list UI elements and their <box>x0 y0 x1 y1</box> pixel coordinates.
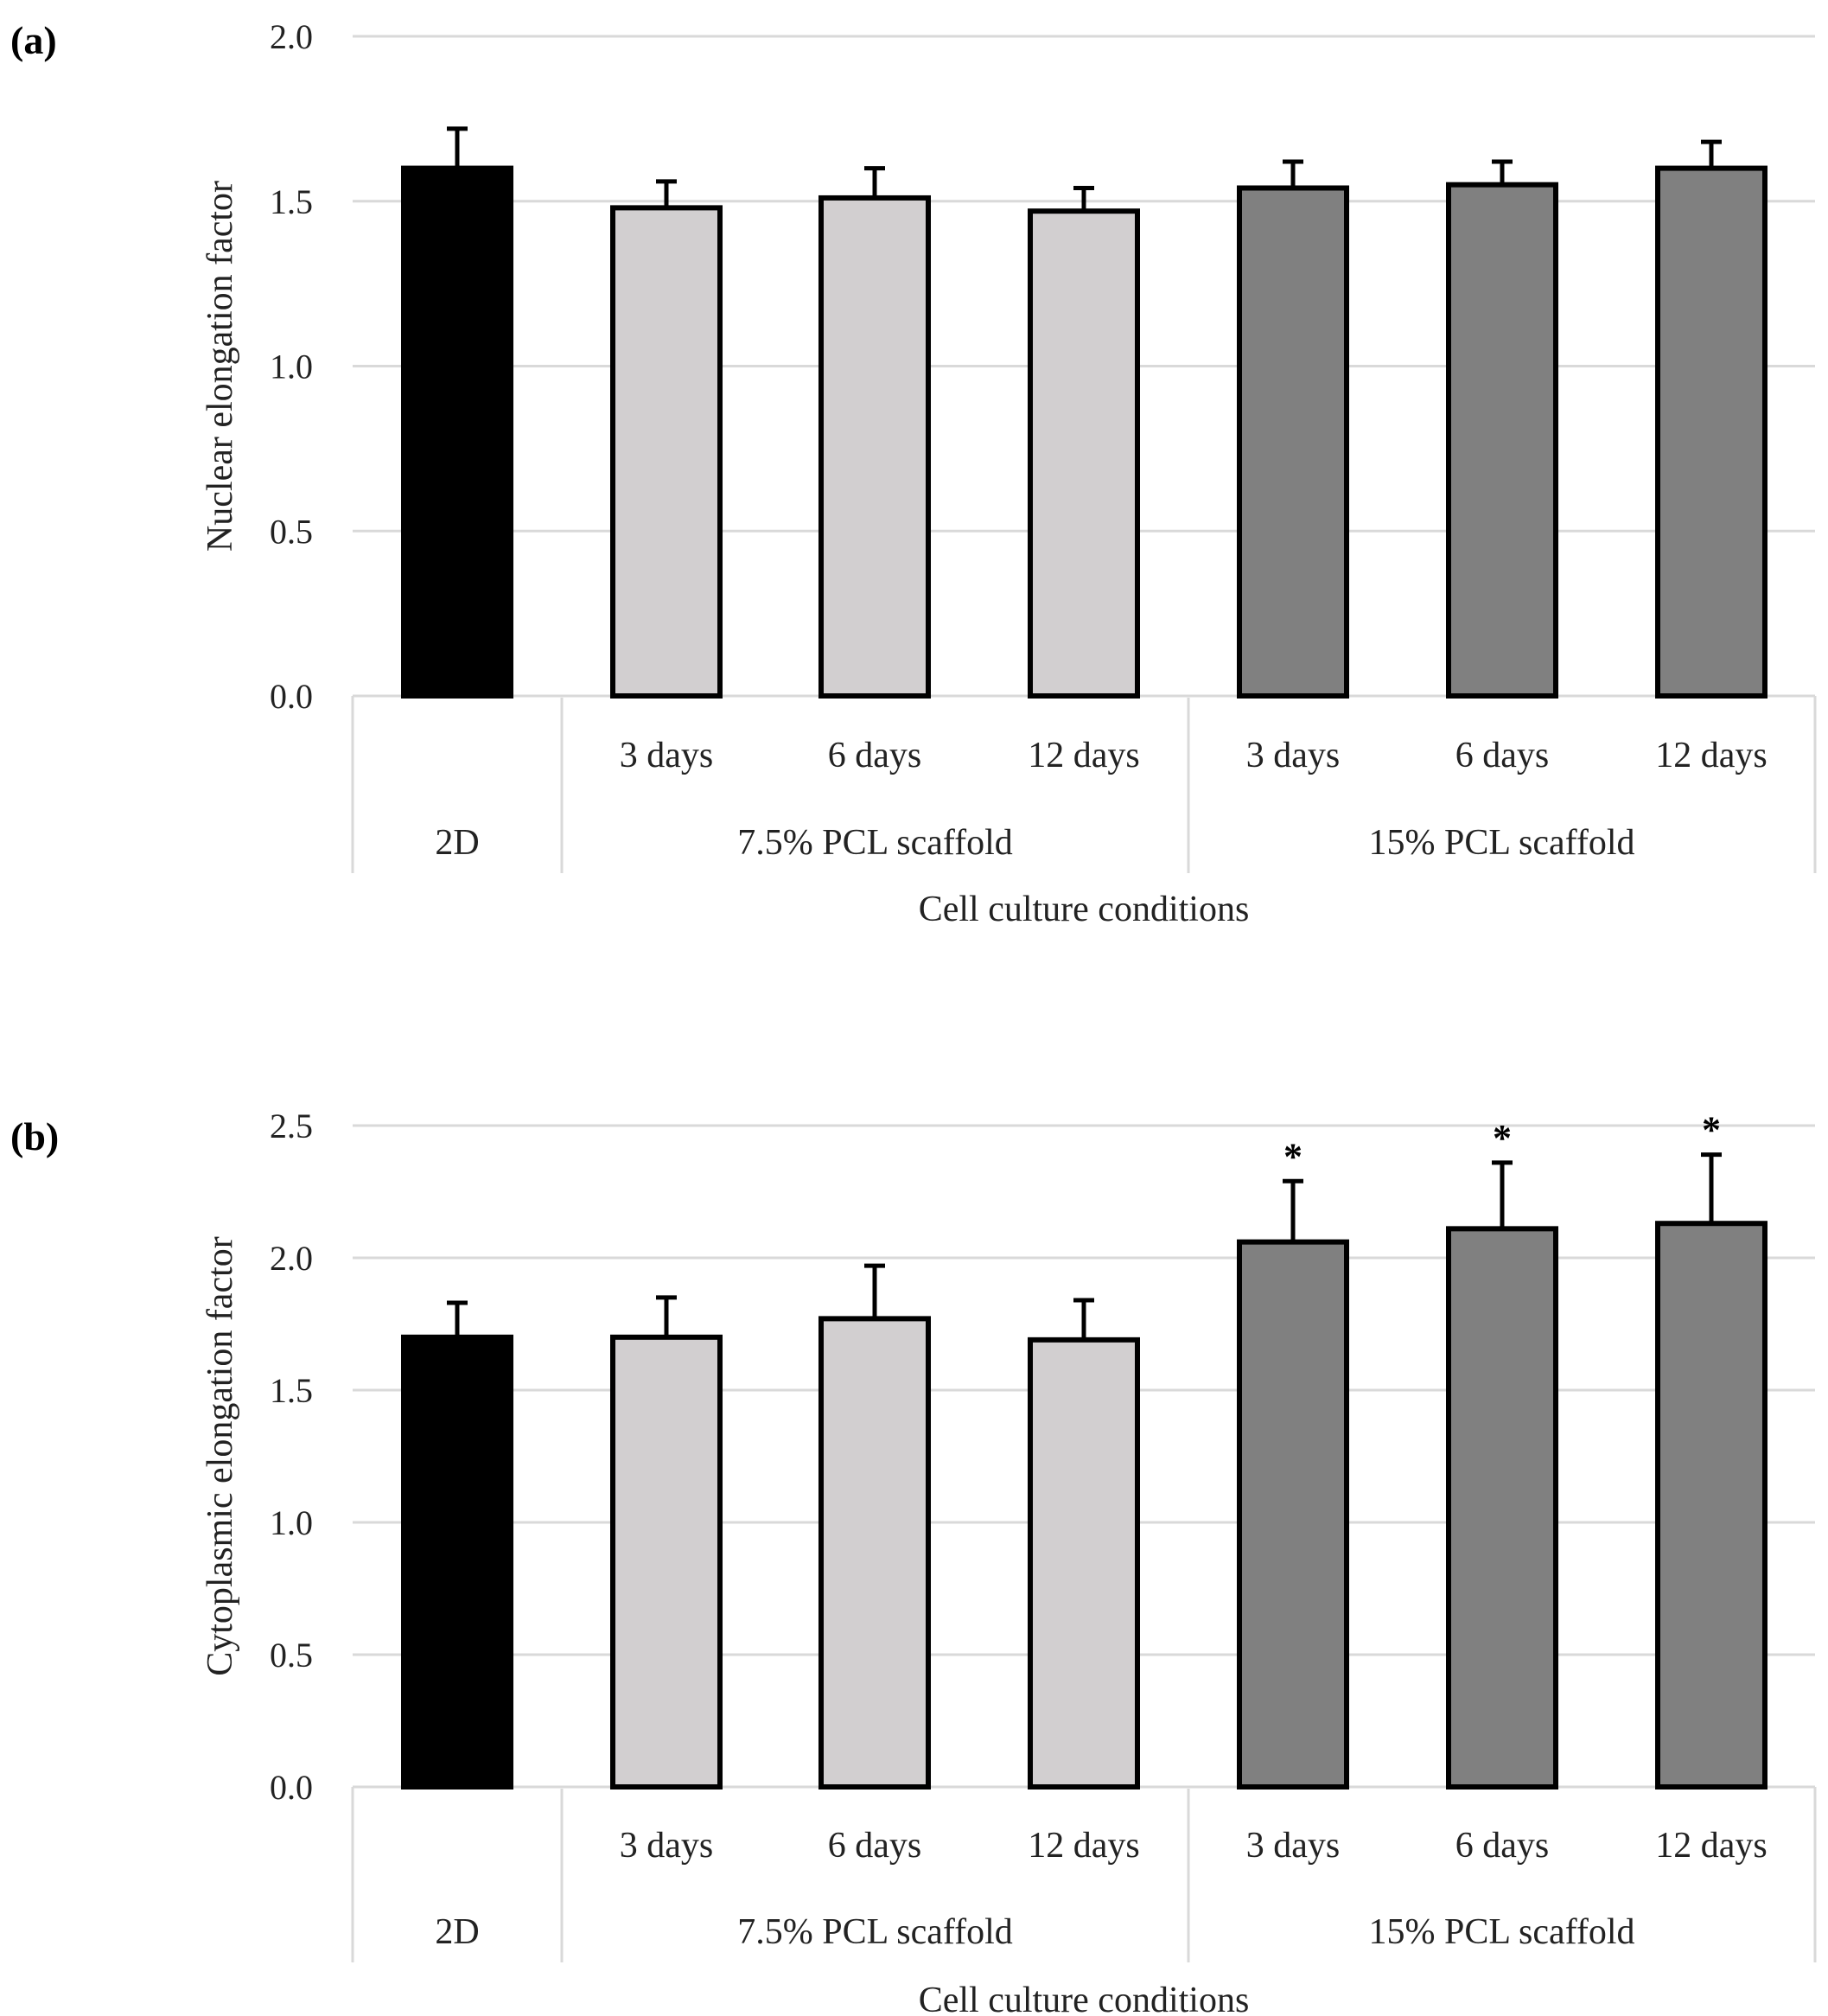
y-tick-label: 1.0 <box>270 348 313 386</box>
bar-label: 6 days <box>1455 736 1550 775</box>
group-label: 7.5% PCL scaffold <box>737 823 1012 863</box>
panel-label: (b) <box>10 1114 59 1158</box>
bar <box>1237 185 1349 699</box>
bar <box>1028 1337 1140 1790</box>
bar <box>1028 208 1140 699</box>
y-tick-label: 0.5 <box>270 512 313 551</box>
y-tick-label: 2.0 <box>270 17 313 56</box>
bar <box>610 205 723 699</box>
y-tick-label: 1.5 <box>270 182 313 221</box>
bar <box>401 165 513 699</box>
bar-label: 12 days <box>1655 1826 1767 1866</box>
bar-label: 3 days <box>620 736 714 775</box>
y-tick-label: 2.0 <box>270 1239 313 1278</box>
bar <box>1655 165 1767 699</box>
bar <box>610 1334 723 1790</box>
group-label: 7.5% PCL scaffold <box>737 1912 1012 1952</box>
bar-label: 6 days <box>1455 1826 1550 1866</box>
bar <box>1446 182 1558 699</box>
bar-label: 3 days <box>1246 736 1341 775</box>
bar-label: 6 days <box>828 736 922 775</box>
significance-marker: * <box>1702 1109 1721 1152</box>
bar-label: 12 days <box>1655 736 1767 775</box>
y-axis-title: Nuclear elongation factor <box>201 181 240 552</box>
significance-marker: * <box>1283 1135 1303 1177</box>
y-tick-label: 2.5 <box>270 1107 313 1145</box>
bar <box>818 1316 931 1790</box>
bar <box>818 195 931 699</box>
bar <box>1655 1221 1767 1790</box>
y-tick-label: 0.5 <box>270 1636 313 1675</box>
x-axis-title: Cell culture conditions <box>919 1981 1250 2016</box>
bar-label: 3 days <box>1246 1826 1341 1866</box>
y-tick-label: 0.0 <box>270 1768 313 1807</box>
y-tick-label: 1.5 <box>270 1371 313 1410</box>
bar-label: 3 days <box>620 1826 714 1866</box>
y-tick-label: 0.0 <box>270 677 313 716</box>
bar-label: 12 days <box>1028 1826 1140 1866</box>
panel-label: (a) <box>10 18 57 62</box>
bar <box>1237 1239 1349 1790</box>
group-label: 2D <box>435 823 479 863</box>
y-tick-label: 1.0 <box>270 1503 313 1542</box>
y-axis-title: Cytoplasmic elongation factor <box>201 1236 240 1676</box>
significance-marker: * <box>1493 1117 1512 1159</box>
group-label: 2D <box>435 1912 479 1952</box>
bar <box>1446 1226 1558 1790</box>
bar-label: 6 days <box>828 1826 922 1866</box>
x-axis-title: Cell culture conditions <box>919 890 1250 929</box>
group-label: 15% PCL scaffold <box>1369 823 1635 863</box>
bar <box>401 1334 513 1790</box>
bar-label: 12 days <box>1028 736 1140 775</box>
group-label: 15% PCL scaffold <box>1369 1912 1635 1952</box>
